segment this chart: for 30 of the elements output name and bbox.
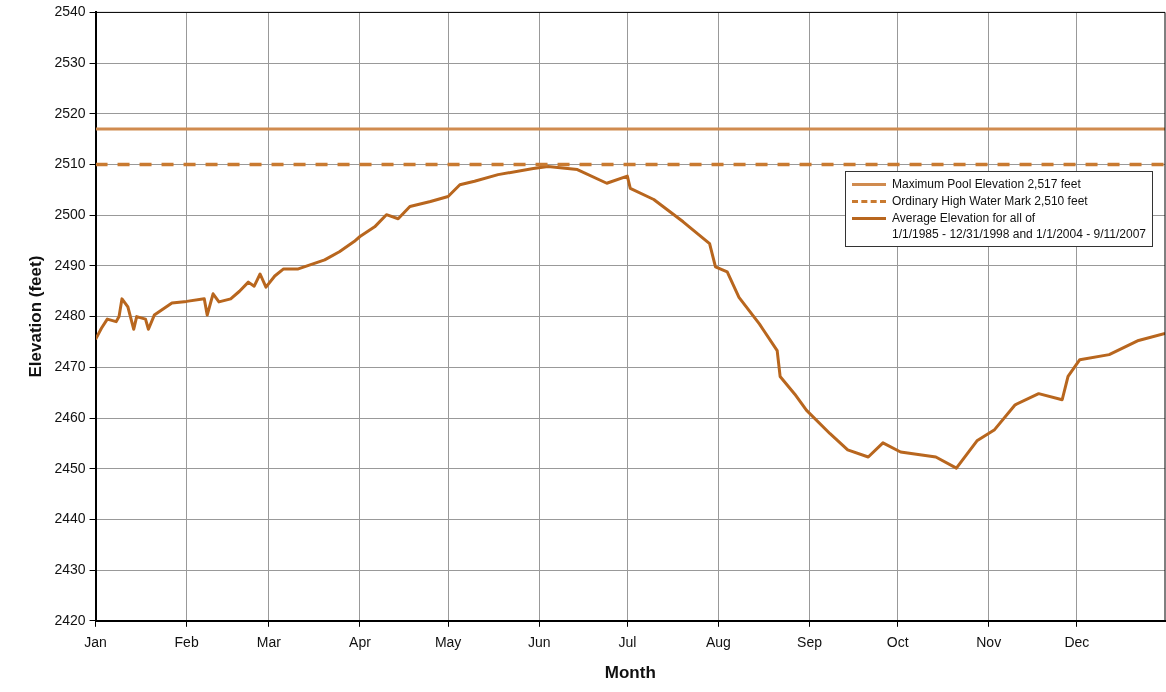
x-tick-label: Nov (976, 634, 1002, 651)
y-tick-label: 2530 (54, 53, 86, 70)
legend-label: Average Elevation for all of 1/1/1985 - 12/31/1998 and 1/1/2004 - 9/11/2007 (892, 209, 1146, 242)
y-axis-title: Elevation (feet) (25, 255, 45, 378)
legend-label: Ordinary High Water Mark 2,510 feet (892, 192, 1088, 209)
x-tick-label: Jan (84, 634, 107, 651)
y-tick-label: 2480 (54, 307, 86, 324)
x-axis-title: Month (604, 663, 656, 683)
x-tick-label: Feb (174, 634, 199, 651)
y-tick-label: 2440 (54, 510, 86, 527)
x-tick-label: Dec (1064, 634, 1090, 651)
y-tick-label: 2470 (54, 358, 86, 375)
y-tick-label: 2490 (54, 256, 86, 273)
y-tick-label: 2510 (54, 155, 86, 172)
x-tick-label: Sep (797, 634, 823, 651)
y-tick-label: 2450 (54, 459, 86, 476)
y-tick-label: 2460 (54, 408, 86, 425)
x-tick-label: Oct (886, 634, 909, 651)
x-tick-label: Mar (256, 634, 282, 651)
y-tick-label: 2540 (54, 3, 86, 20)
x-tick-label: May (434, 634, 462, 651)
y-tick-label: 2500 (54, 206, 86, 223)
x-tick-label: Jun (527, 634, 551, 651)
x-tick-label: Jul (618, 634, 637, 651)
y-tick-label: 2430 (54, 560, 86, 577)
x-tick-label: Aug (705, 634, 731, 651)
legend-label: Maximum Pool Elevation 2,517 feet (892, 175, 1081, 192)
y-tick-label: 2420 (54, 611, 86, 628)
x-tick-label: Apr (349, 634, 372, 651)
y-tick-label: 2520 (54, 104, 86, 121)
